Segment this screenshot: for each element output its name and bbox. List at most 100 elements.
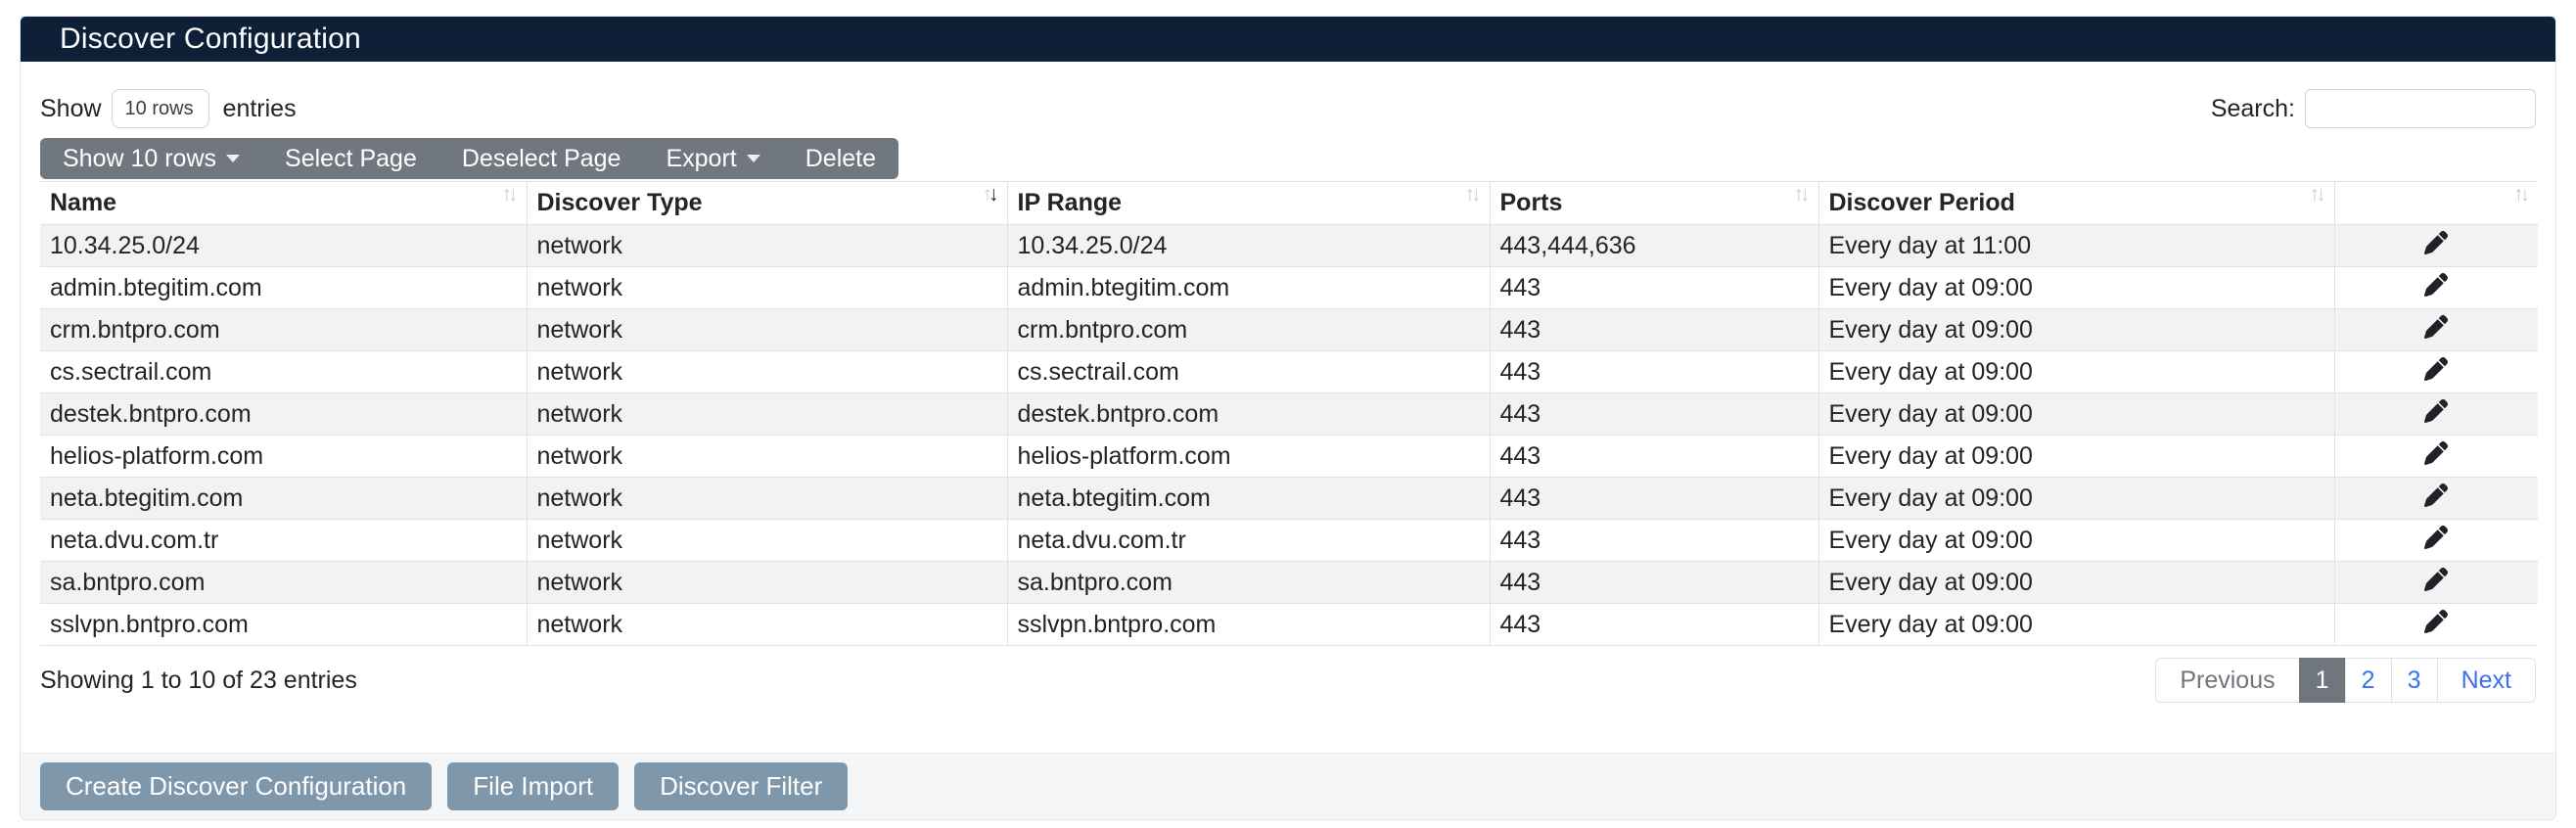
cell-discover-period: Every day at 09:00	[1817, 519, 2334, 562]
toolbar-button-export[interactable]: Export	[643, 138, 782, 179]
pagination-page-3[interactable]: 3	[2390, 658, 2438, 703]
table-row[interactable]: destek.bntpro.com network destek.bntpro.co…	[40, 392, 2538, 436]
edit-button[interactable]	[2424, 356, 2449, 381]
cell-name: helios-platform.com	[50, 441, 264, 470]
discover-configurations-table: Name ↑↓ Discover Type ↑↓ IP Range ↑↓ Ports ↑↓ Di…	[40, 181, 2538, 646]
table-row[interactable]: neta.dvu.com.tr network neta.dvu.com.tr 443…	[40, 519, 2538, 562]
create-discover-configuration-button[interactable]: Create Discover Configuration	[40, 762, 433, 810]
show-label: Show	[40, 94, 102, 122]
edit-button[interactable]	[2424, 567, 2449, 591]
cell-name: admin.btegitim.com	[50, 273, 262, 301]
pagination-previous[interactable]: Previous	[2155, 658, 2300, 703]
column-header-ports[interactable]: Ports ↑↓	[1489, 181, 1818, 225]
table-row[interactable]: admin.btegitim.com network admin.btegitim.…	[40, 266, 2538, 309]
cell-discover-type: network	[526, 435, 1007, 478]
edit-button[interactable]	[2424, 272, 2449, 297]
table-footer-row: Showing 1 to 10 of 23 entries Previous 1 2…	[40, 658, 2536, 703]
cell-actions	[2333, 603, 2538, 646]
edit-button[interactable]	[2424, 440, 2449, 465]
caret-down-icon	[746, 155, 760, 162]
discover-filter-button[interactable]: Discover Filter	[634, 762, 849, 810]
cell-discover-period: Every day at 09:00	[1817, 350, 2334, 393]
card-footer: Create Discover Configuration File Import…	[21, 753, 2555, 819]
pagination-page-2[interactable]: 2	[2344, 658, 2392, 703]
edit-button[interactable]	[2424, 525, 2449, 549]
pagination-next[interactable]: Next	[2436, 658, 2536, 703]
results-summary: Showing 1 to 10 of 23 entries	[40, 666, 357, 694]
pencil-icon	[2424, 356, 2449, 387]
edit-button[interactable]	[2424, 398, 2449, 423]
edit-button[interactable]	[2424, 230, 2449, 254]
column-header-label: IP Range	[1017, 189, 1123, 216]
toolbar-button-delete[interactable]: Delete	[783, 138, 898, 179]
cell-ip-range: crm.bntpro.com	[1006, 308, 1490, 351]
sort-icon: ↑↓	[2309, 183, 2326, 206]
column-header-ip-range[interactable]: IP Range ↑↓	[1006, 181, 1490, 225]
table-row[interactable]: sslvpn.bntpro.com network sslvpn.bntpro.co…	[40, 603, 2538, 646]
sort-icon: ↑↓	[1464, 183, 1482, 206]
cell-actions	[2333, 392, 2538, 436]
cell-name: crm.bntpro.com	[50, 315, 220, 344]
column-header-discover-type[interactable]: Discover Type ↑↓	[526, 181, 1007, 225]
table-row[interactable]: 10.34.25.0/24 network 10.34.25.0/24 443,444…	[40, 224, 2538, 267]
cell-discover-type: network	[526, 350, 1007, 393]
column-header-discover-period[interactable]: Discover Period ↑↓	[1817, 181, 2334, 225]
cell-actions	[2333, 308, 2538, 351]
cell-name: destek.bntpro.com	[50, 399, 252, 428]
column-header-name[interactable]: Name ↑↓	[40, 181, 527, 225]
table-row[interactable]: cs.sectrail.com network cs.sectrail.com 443…	[40, 350, 2538, 393]
table-row[interactable]: crm.bntpro.com network crm.bntpro.com 443 Ev…	[40, 308, 2538, 351]
pencil-icon	[2424, 230, 2449, 260]
file-import-button[interactable]: File Import	[447, 762, 620, 810]
caret-down-icon	[226, 155, 241, 162]
cell-discover-type: network	[526, 603, 1007, 646]
toolbar-button-label: Select Page	[285, 144, 417, 172]
cell-ports: 443	[1489, 603, 1818, 646]
cell-discover-period: Every day at 09:00	[1817, 392, 2334, 436]
cell-name: sslvpn.bntpro.com	[50, 610, 249, 638]
edit-button[interactable]	[2424, 483, 2449, 507]
cell-ip-range: 10.34.25.0/24	[1006, 224, 1490, 267]
cell-discover-period: Every day at 09:00	[1817, 561, 2334, 604]
cell-discover-type: network	[526, 519, 1007, 562]
toolbar-button-deselect-page[interactable]: Deselect Page	[439, 138, 644, 179]
sort-icon: ↑↓	[982, 183, 999, 206]
cell-actions	[2333, 519, 2538, 562]
table-body: 10.34.25.0/24 network 10.34.25.0/24 443,444…	[40, 224, 2538, 646]
pagination: Previous 1 2 3 Next	[2155, 658, 2536, 703]
column-header-label: Discover Period	[1828, 189, 2015, 216]
page-size-select[interactable]: 10 rows	[111, 89, 209, 128]
column-header-actions[interactable]: ↑↓	[2333, 181, 2538, 225]
cell-ports: 443	[1489, 350, 1818, 393]
search-label: Search:	[2210, 94, 2295, 122]
toolbar-button-show-10-rows[interactable]: Show 10 rows	[40, 138, 262, 179]
cell-discover-type: network	[526, 266, 1007, 309]
cell-name: cs.sectrail.com	[50, 357, 212, 386]
cell-discover-period: Every day at 09:00	[1817, 266, 2334, 309]
sort-icon: ↑↓	[501, 183, 519, 206]
search-input[interactable]	[2305, 89, 2536, 128]
table-row[interactable]: sa.bntpro.com network sa.bntpro.com 443 Ever…	[40, 561, 2538, 604]
table-controls: Show 10 rows entries Search:	[40, 89, 2536, 128]
cell-ip-range: sa.bntpro.com	[1006, 561, 1490, 604]
table-row[interactable]: neta.btegitim.com network neta.btegitim.co…	[40, 477, 2538, 520]
cell-ip-range: neta.dvu.com.tr	[1006, 519, 1490, 562]
cell-ip-range: admin.btegitim.com	[1006, 266, 1490, 309]
search-control: Search:	[2211, 89, 2536, 128]
table-row[interactable]: helios-platform.com network helios-platfor…	[40, 435, 2538, 478]
cell-name: 10.34.25.0/24	[50, 231, 200, 259]
toolbar-button-label: Delete	[805, 144, 876, 172]
cell-ports: 443,444,636	[1489, 224, 1818, 267]
edit-button[interactable]	[2424, 314, 2449, 339]
cell-ip-range: destek.bntpro.com	[1006, 392, 1490, 436]
pagination-page-1[interactable]: 1	[2298, 658, 2346, 703]
edit-button[interactable]	[2424, 609, 2449, 633]
toolbar-button-select-page[interactable]: Select Page	[262, 138, 439, 179]
card-body: Show 10 rows entries Search: Show 10 row…	[21, 62, 2555, 753]
pencil-icon	[2424, 272, 2449, 302]
bulk-actions-toolbar: Show 10 rows Select Page Deselect Page Expo…	[40, 138, 898, 179]
cell-discover-type: network	[526, 224, 1007, 267]
column-header-label: Discover Type	[536, 189, 703, 216]
cell-actions	[2333, 350, 2538, 393]
pencil-icon	[2424, 567, 2449, 597]
